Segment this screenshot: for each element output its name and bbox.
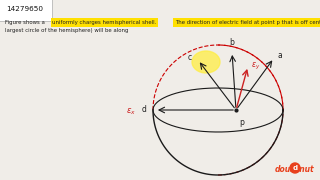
Text: $\varepsilon_x$: $\varepsilon_x$ [126,107,136,117]
Circle shape [290,163,300,173]
Ellipse shape [192,51,220,73]
Text: uniformly charges hemispherical shell.: uniformly charges hemispherical shell. [52,20,156,25]
Text: $\varepsilon_y$: $\varepsilon_y$ [251,60,260,71]
Text: 14279650: 14279650 [6,6,43,12]
Text: Figure shows a: Figure shows a [5,20,47,25]
Text: largest circle of the hemisphere) will be along: largest circle of the hemisphere) will b… [5,28,128,33]
Text: p: p [239,118,244,127]
Text: The direction of electric field at point p that is off centre (but in the plane : The direction of electric field at point… [175,20,320,25]
Text: c: c [188,53,192,62]
Text: doubtnut: doubtnut [274,165,314,174]
Text: d: d [142,105,147,114]
Text: b: b [229,38,235,47]
Text: d: d [292,165,298,171]
Text: a: a [278,51,283,60]
